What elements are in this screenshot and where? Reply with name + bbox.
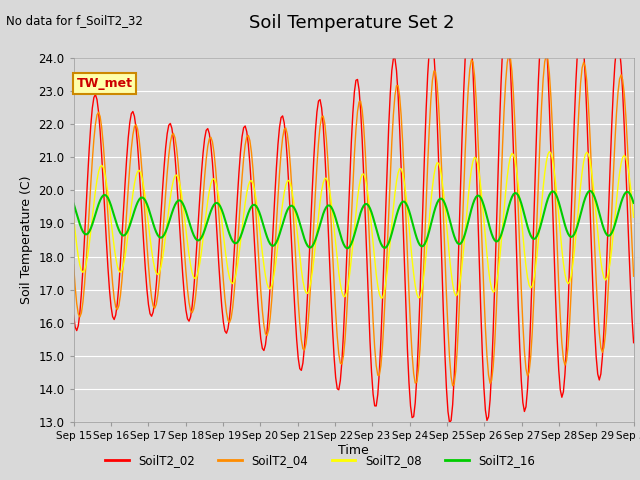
SoilT2_02 (237, 149, 244, 155)
SoilT2_04 (138, 171, 146, 177)
Y-axis label: Soil Temperature (C): Soil Temperature (C) (20, 176, 33, 304)
SoilT2_02 (265, 309, 273, 314)
SoilT2_02 (315, 98, 323, 104)
SoilT2_04 (255, 264, 263, 270)
SoilT2_16 (602, 230, 609, 236)
SoilT2_16 (630, 200, 637, 206)
SoilT2_04 (315, 140, 323, 146)
Legend: SoilT2_02, SoilT2_04, SoilT2_08, SoilT2_16: SoilT2_02, SoilT2_04, SoilT2_08, SoilT2_… (100, 449, 540, 472)
SoilT2_08 (602, 277, 609, 283)
Line: SoilT2_04: SoilT2_04 (74, 54, 634, 386)
Text: No data for f_SoilT2_32: No data for f_SoilT2_32 (6, 14, 143, 27)
Line: SoilT2_16: SoilT2_16 (74, 191, 634, 248)
Line: SoilT2_08: SoilT2_08 (74, 152, 634, 298)
SoilT2_16 (265, 238, 273, 244)
SoilT2_02 (602, 291, 609, 297)
SoilT2_04 (70, 262, 77, 268)
SoilT2_04 (237, 196, 244, 202)
SoilT2_08 (265, 285, 273, 291)
SoilT2_04 (505, 51, 513, 57)
SoilT2_02 (255, 319, 263, 325)
SoilT2_02 (630, 340, 637, 346)
SoilT2_08 (255, 222, 263, 228)
SoilT2_08 (237, 239, 244, 245)
SoilT2_16 (255, 209, 263, 215)
SoilT2_08 (70, 215, 77, 220)
SoilT2_02 (138, 216, 146, 222)
Text: TW_met: TW_met (76, 77, 132, 90)
SoilT2_02 (70, 312, 77, 318)
SoilT2_16 (315, 227, 323, 233)
SoilT2_16 (70, 201, 77, 206)
SoilT2_04 (630, 273, 637, 279)
Line: SoilT2_02: SoilT2_02 (74, 16, 634, 423)
SoilT2_08 (377, 295, 385, 301)
SoilT2_02 (445, 420, 453, 426)
Text: Soil Temperature Set 2: Soil Temperature Set 2 (249, 14, 455, 33)
SoilT2_08 (545, 149, 553, 155)
SoilT2_16 (138, 194, 146, 200)
X-axis label: Time: Time (338, 444, 369, 457)
SoilT2_16 (344, 245, 352, 251)
SoilT2_02 (502, 13, 509, 19)
SoilT2_08 (138, 176, 146, 181)
SoilT2_16 (237, 234, 244, 240)
SoilT2_08 (630, 215, 637, 220)
SoilT2_04 (602, 330, 609, 336)
SoilT2_04 (449, 383, 456, 389)
SoilT2_16 (586, 188, 594, 194)
SoilT2_04 (265, 327, 273, 333)
SoilT2_08 (315, 212, 323, 218)
